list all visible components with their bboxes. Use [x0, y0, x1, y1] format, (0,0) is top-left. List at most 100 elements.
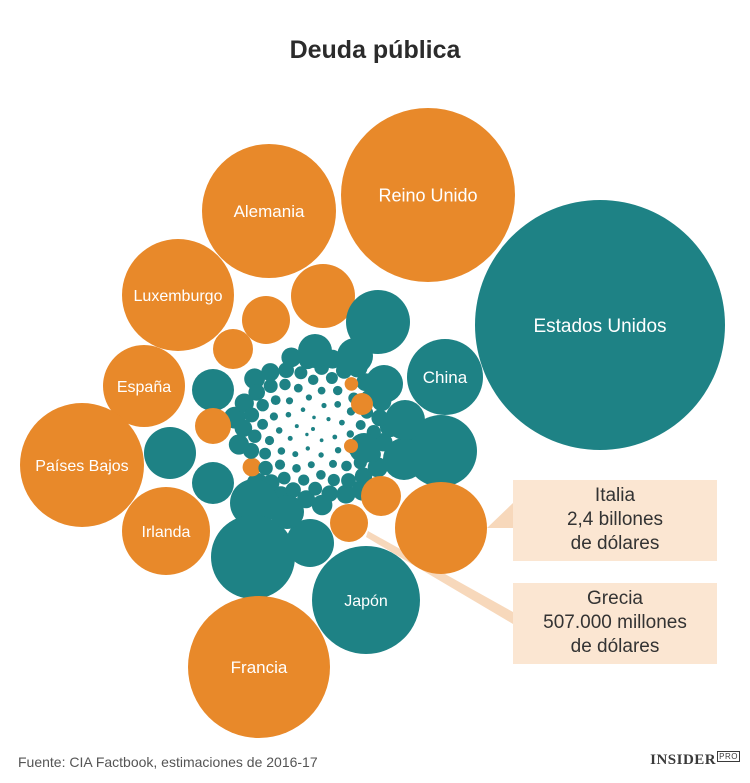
bubble-small: [257, 418, 268, 430]
bubble-label: España: [117, 379, 171, 396]
callout-grecia-line-1: Grecia: [587, 588, 643, 609]
bubble: [242, 296, 290, 344]
bubble-small: [336, 484, 356, 504]
bubble-small: [287, 435, 293, 441]
bubble: [405, 415, 477, 487]
bubble: [395, 482, 487, 574]
bubble-small: [248, 384, 265, 401]
bubble-small: [281, 347, 302, 368]
bubble: [344, 439, 358, 453]
bubble-small: [298, 474, 310, 486]
bubble-small: [334, 447, 342, 454]
bubble-small: [300, 407, 306, 413]
bubble: [270, 495, 304, 529]
bubble-small: [329, 459, 337, 468]
bubble-small: [292, 464, 301, 473]
bubble-small: [325, 372, 338, 384]
bubble-small: [264, 435, 275, 446]
insider-pro-logo: INSIDER PRO: [650, 751, 740, 769]
bubble-small: [244, 368, 265, 390]
bubble-small: [318, 452, 324, 458]
bubble-small: [277, 447, 286, 455]
logo-name: INSIDER: [650, 752, 717, 768]
bubble-small: [355, 420, 366, 430]
bubble-small: [308, 481, 323, 496]
bubble-irlanda: [122, 487, 210, 575]
bubble-small: [270, 395, 281, 405]
bubble-label: Alemania: [234, 202, 305, 221]
bubble: [192, 369, 234, 411]
bubble: [144, 427, 196, 479]
bubble-small: [285, 482, 301, 498]
chart-title: Deuda pública: [289, 36, 461, 64]
bubble-small: [319, 438, 324, 443]
bubble-small: [316, 470, 326, 480]
bubble-small: [263, 379, 278, 393]
bubble-small: [248, 429, 262, 443]
callout-leaders: [366, 503, 513, 624]
bubble-label: Países Bajos: [35, 458, 128, 475]
bubble-small: [371, 409, 389, 427]
bubble: [291, 264, 355, 328]
bubble: [385, 400, 425, 440]
bubble: [337, 338, 373, 374]
bubble-small: [326, 417, 331, 422]
bubble-small: [258, 460, 273, 476]
bubble-small: [312, 415, 316, 420]
callout-italia-line-3: de dólares: [570, 533, 660, 554]
bubble-label: Luxemburgo: [134, 288, 223, 305]
bubble-francia: [188, 596, 330, 738]
bubble-label: Japón: [344, 593, 388, 610]
bubble-small: [311, 427, 315, 431]
bubble-small: [305, 432, 309, 437]
bubble: [213, 329, 253, 369]
bubble: [346, 290, 410, 354]
bubble-alemania: [202, 144, 336, 278]
bubble-small: [292, 451, 299, 458]
bubble-small: [293, 383, 303, 393]
bubble-small: [294, 366, 308, 380]
grecia-leader: [366, 531, 513, 624]
bubble: [365, 365, 403, 403]
source-note: Fuente: CIA Factbook, estimaciones de 20…: [18, 754, 318, 770]
bubble: [195, 408, 231, 444]
bubble: [211, 515, 295, 599]
bubble-small: [279, 378, 291, 391]
bubble-luxemburgo: [122, 239, 234, 351]
bubble: [298, 334, 332, 368]
bubble-países-bajos: [20, 403, 144, 527]
bubble-china: [407, 339, 483, 415]
logo-suffix: PRO: [717, 751, 740, 762]
callout-italia: Italia 2,4 billones de dólares: [513, 480, 717, 561]
bubble-small: [277, 471, 291, 485]
bubble-small: [321, 485, 338, 502]
bubbles: [20, 108, 725, 738]
bubble-small: [305, 394, 312, 401]
bubble-small: [259, 447, 271, 460]
bubble-small: [341, 473, 356, 488]
bubble-label: Estados Unidos: [533, 316, 666, 337]
bubble-reino-unido: [341, 108, 515, 282]
bubble-label: Irlanda: [142, 524, 191, 541]
bubble-small: [256, 399, 269, 412]
bubble-small: [294, 424, 299, 429]
bubble: [230, 479, 278, 527]
bubble-labels: Estados Unidos Reino Unido Alemania Luxembu…: [35, 185, 666, 677]
bubble-españa: [103, 345, 185, 427]
bubble: [330, 504, 368, 542]
bubble-japón: [312, 546, 420, 654]
bubble: [383, 438, 425, 480]
bubble-small: [317, 386, 326, 395]
bubble: [349, 433, 379, 463]
bubble-label: Reino Unido: [378, 185, 477, 205]
bubble-small: [261, 363, 280, 382]
bubble: [361, 476, 401, 516]
bubble-small: [234, 419, 253, 438]
bubble-small: [278, 362, 295, 379]
bubble-small: [367, 457, 388, 478]
bubble-small: [339, 419, 345, 426]
bubble-small: [307, 461, 315, 469]
bubble-estados-unidos: [475, 200, 725, 450]
bubble-label: China: [423, 368, 468, 387]
bubble-small: [341, 460, 352, 472]
